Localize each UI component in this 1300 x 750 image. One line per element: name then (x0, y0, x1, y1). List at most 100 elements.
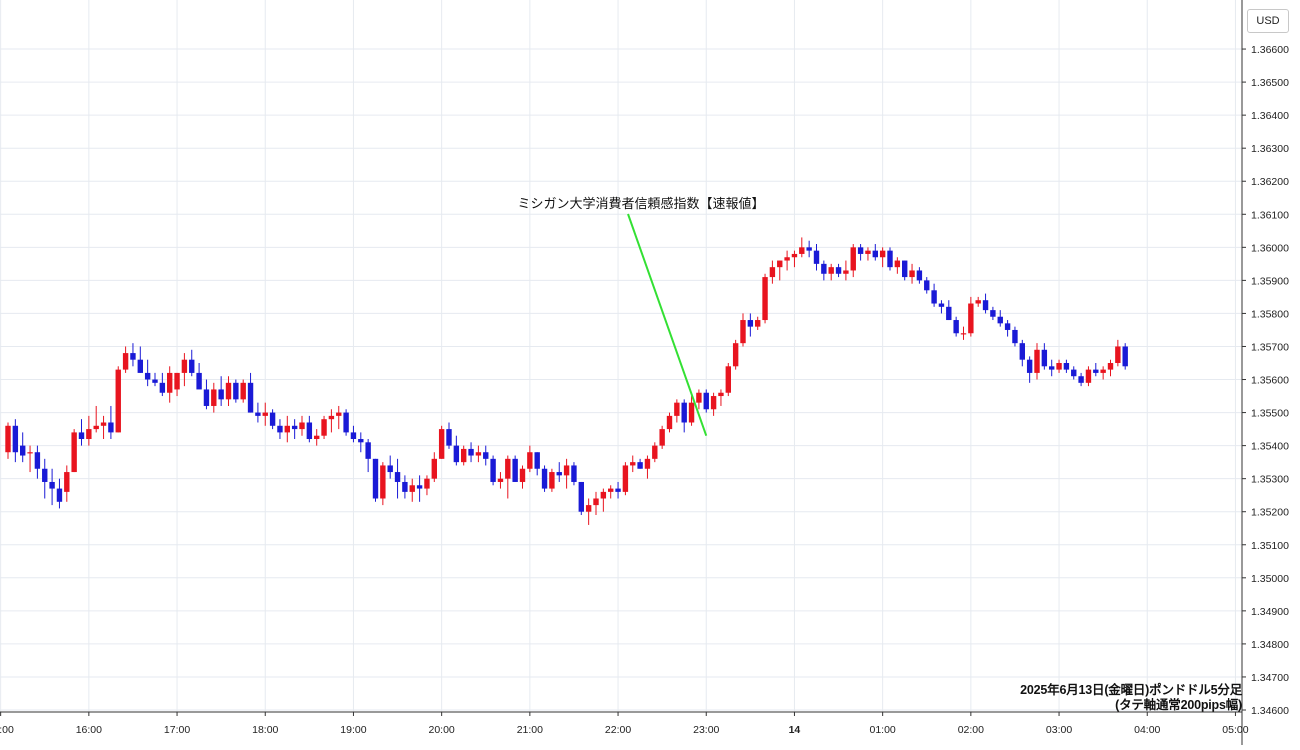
candle-body (424, 478, 430, 489)
candle (42, 458, 48, 499)
price-axis[interactable]: 1.36600 1.36500 1.36400 1.36300 1.36200 1.361… (1241, 0, 1289, 745)
candle (725, 363, 731, 397)
candle-body (1034, 349, 1040, 373)
candle-body (630, 462, 636, 466)
candle-body (218, 389, 224, 400)
candle (924, 277, 930, 294)
time-tick-label: 04:00 (1134, 724, 1160, 736)
candle (438, 425, 445, 459)
candle (1078, 372, 1084, 387)
candle-body (394, 472, 401, 482)
candle (468, 442, 474, 463)
candle-body (1041, 349, 1048, 367)
candle (5, 422, 11, 459)
candle (644, 455, 651, 479)
candle-body (534, 452, 540, 469)
candle (821, 260, 827, 281)
candle-body (902, 260, 908, 278)
candle (306, 415, 313, 443)
candle-body (519, 468, 526, 482)
candle-body (1085, 369, 1092, 383)
candle (843, 260, 849, 281)
candle-body (291, 425, 298, 430)
candle-body (431, 458, 437, 479)
time-tick-label: 05:00 (1222, 724, 1248, 736)
candle (534, 452, 540, 476)
candle-body (343, 412, 349, 433)
candle (115, 366, 121, 433)
candle (556, 462, 562, 482)
candle-body (453, 445, 460, 463)
candle-body (571, 465, 577, 482)
price-tick-label: 1.36400 (1251, 110, 1289, 122)
candle (563, 458, 570, 489)
candle (505, 455, 511, 499)
candle (255, 402, 261, 423)
candle (152, 372, 158, 387)
candle-body (402, 481, 408, 492)
caption-line-1: 2025年6月13日(金曜日)ポンドドル5分足 (1020, 683, 1242, 697)
candle (284, 415, 290, 443)
candle (975, 296, 981, 307)
candle-body (306, 422, 313, 440)
candle (850, 244, 856, 278)
candle (931, 283, 937, 307)
time-tick-label: 22:00 (605, 724, 631, 736)
candle (982, 293, 989, 314)
candle-body (225, 382, 232, 400)
candle (1041, 343, 1048, 370)
candle (703, 389, 709, 413)
candle (652, 442, 658, 463)
candle (512, 455, 518, 482)
candle (446, 422, 452, 449)
price-tick-label: 1.35300 (1251, 474, 1289, 486)
candle (12, 419, 19, 463)
candle-body (5, 425, 11, 453)
candle-body (159, 382, 166, 393)
candle-body (960, 333, 967, 335)
candle-body (108, 422, 114, 433)
candle-body (938, 303, 945, 307)
candle-body (56, 488, 63, 502)
candle (1049, 359, 1055, 377)
candle (585, 498, 592, 525)
candle (740, 313, 746, 347)
candle (1019, 339, 1025, 367)
candle (1115, 339, 1121, 367)
candle (108, 405, 114, 440)
candle-body (681, 402, 687, 423)
candle (549, 468, 555, 492)
candle-body (130, 353, 136, 360)
candle-body (20, 445, 26, 456)
time-tick-label: 15:00 (0, 724, 14, 736)
candle-body (710, 396, 717, 410)
candle (1107, 359, 1114, 377)
candle (1063, 359, 1070, 373)
candle (262, 402, 268, 426)
candle-body (483, 452, 489, 459)
candle-body (358, 439, 364, 443)
candle (887, 247, 893, 271)
candle (608, 485, 614, 499)
candle (387, 455, 393, 479)
time-axis[interactable]: 15:00 16:00 17:00 18:00 19:00 20:00 21:00 22:00… (0, 711, 1249, 736)
candle (688, 396, 695, 426)
currency-badge[interactable]: USD (1247, 9, 1289, 33)
candle (181, 353, 188, 387)
candle (144, 359, 151, 387)
price-tick-label: 1.36000 (1251, 242, 1289, 254)
annotation-leader-line (627, 213, 708, 437)
candle-body (240, 382, 246, 400)
price-tick-label: 1.35000 (1251, 573, 1289, 585)
candle (938, 300, 945, 314)
candles (5, 237, 1128, 525)
candle (828, 263, 834, 281)
candle (497, 472, 504, 489)
candle (578, 481, 584, 516)
candle-body (857, 247, 864, 254)
candle (857, 244, 864, 261)
candle-body (152, 379, 158, 383)
candle-body (189, 359, 195, 373)
candle-body (982, 300, 989, 311)
